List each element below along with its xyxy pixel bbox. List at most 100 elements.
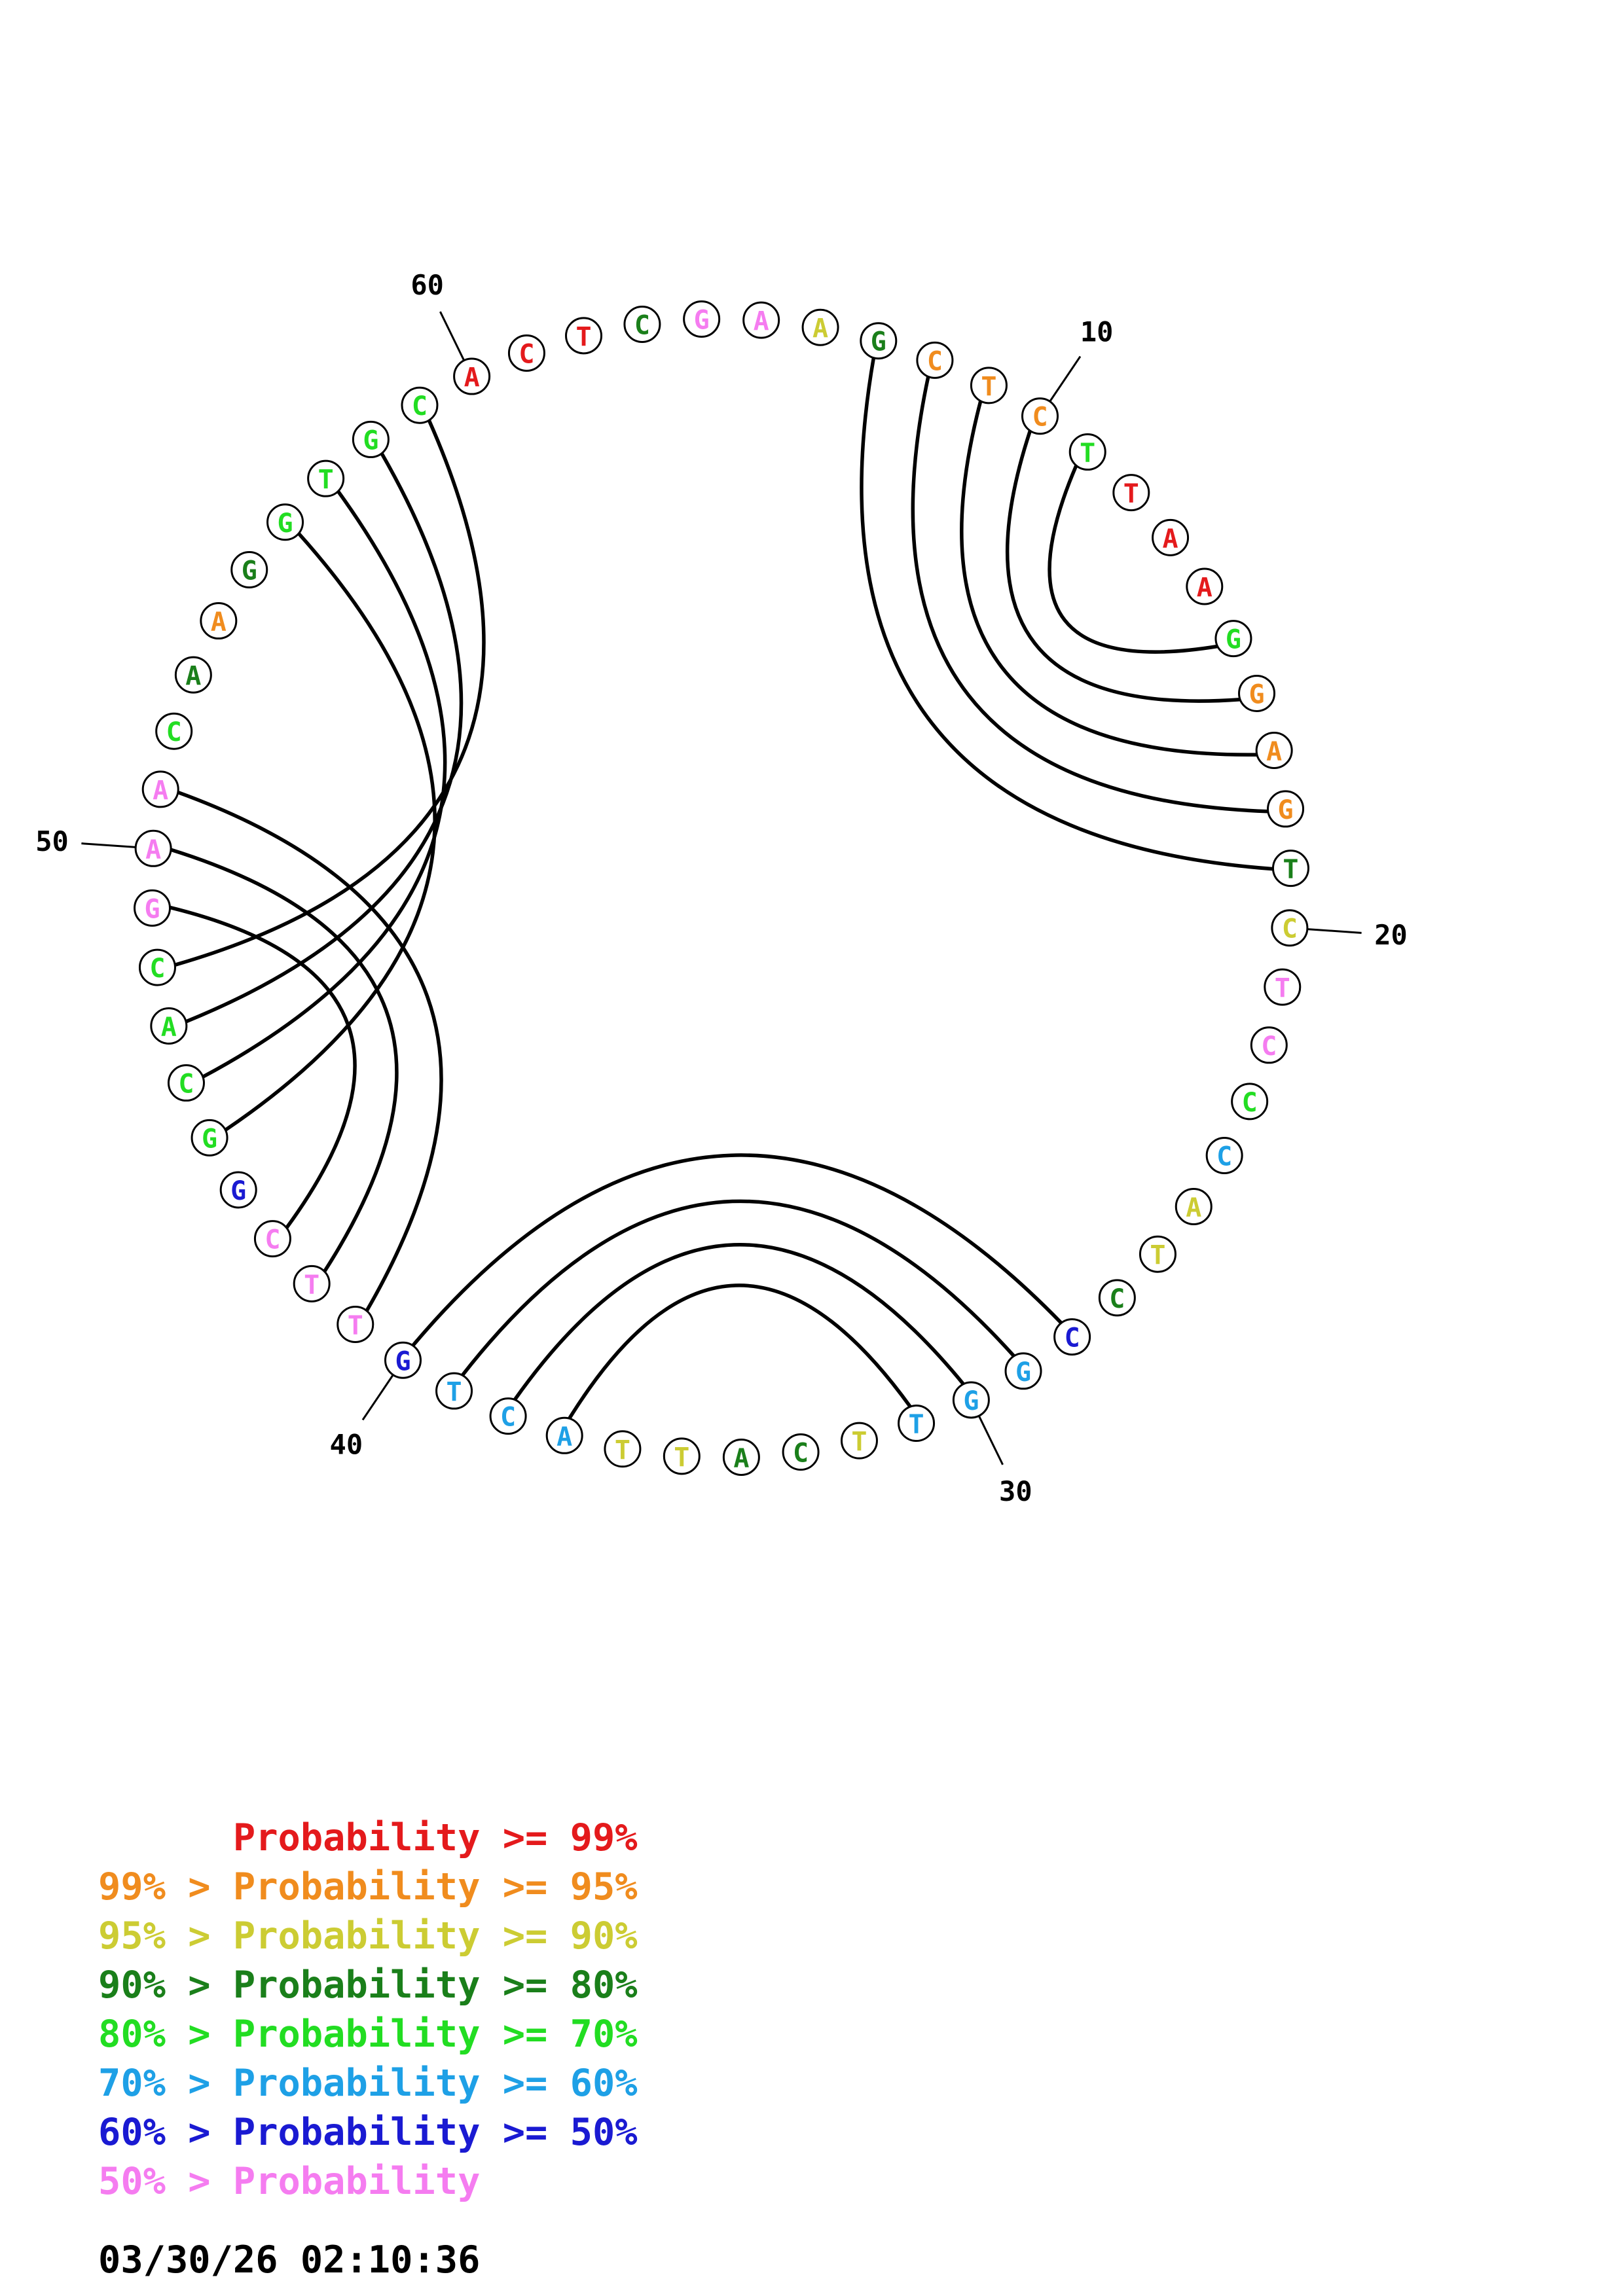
nucleotide-letter: C xyxy=(166,717,182,747)
nucleotide-10: C xyxy=(1021,397,1059,435)
nucleotide-circle xyxy=(507,334,545,372)
nucleotide-9: T xyxy=(970,367,1008,404)
nucleotide-letter: G xyxy=(1015,1357,1031,1388)
nucleotide-circle xyxy=(565,317,603,355)
nucleotide-letter: C xyxy=(149,954,165,984)
nucleotide-30: G xyxy=(952,1381,990,1419)
nucleotide-letter: A xyxy=(1163,524,1178,554)
nucleotide-57: T xyxy=(307,459,345,497)
nucleotide-letter: C xyxy=(927,346,943,376)
nucleotide-letter: C xyxy=(178,1069,194,1100)
nucleotide-letter: C xyxy=(634,310,650,340)
nucleotide-letter: A xyxy=(464,363,480,393)
legend-row-4: 90% > Probability >= 80% xyxy=(98,1964,638,2007)
nucleotide-45: G xyxy=(191,1119,228,1157)
nucleotide-17: A xyxy=(1255,732,1293,770)
nucleotide-letter: C xyxy=(793,1439,809,1469)
nucleotide-circle xyxy=(453,357,491,395)
nucleotide-letter: C xyxy=(1032,403,1048,433)
pair-arc-10-16 xyxy=(1005,430,1241,703)
nucleotide-circle xyxy=(253,1220,291,1258)
legend-row-6: 70% > Probability >= 60% xyxy=(98,2062,638,2105)
nucleotide-circle xyxy=(801,308,839,346)
nucleotide-7: G xyxy=(860,322,898,360)
tick-label-30: 30 xyxy=(999,1475,1032,1507)
nucleotide-21: T xyxy=(1264,968,1302,1006)
nucleotide-circle xyxy=(898,1405,936,1443)
pair-arc-30-38 xyxy=(513,1243,965,1401)
nucleotide-circle xyxy=(840,1422,878,1460)
pair-arc-43-49 xyxy=(169,905,357,1229)
nucleotide-24: C xyxy=(1205,1136,1243,1174)
nucleotide-circle xyxy=(1250,1026,1288,1064)
nucleotide-letter: T xyxy=(1080,439,1095,469)
nucleotide-letter: T xyxy=(615,1435,630,1465)
nucleotide-letter: G xyxy=(144,894,160,924)
nucleotide-letter: G xyxy=(871,327,886,357)
nucleotide-22: C xyxy=(1250,1026,1288,1064)
nucleotide-51: A xyxy=(141,770,179,808)
nucleotide-circle xyxy=(141,770,179,808)
nucleotide-letter: C xyxy=(264,1225,280,1255)
nucleotide-16: G xyxy=(1238,674,1276,712)
nucleotide-circle xyxy=(307,459,345,497)
timestamp: 03/30/26 02:10:36 xyxy=(98,2238,481,2282)
nucleotide-letter: T xyxy=(348,1310,363,1340)
nucleotide-circle xyxy=(1271,909,1309,947)
nucleotide-54: A xyxy=(200,602,238,640)
pair-arc-9-17 xyxy=(960,401,1258,757)
nucleotide-letter: T xyxy=(447,1377,462,1407)
nucleotide-letter: C xyxy=(1216,1141,1232,1172)
tick-label-10: 10 xyxy=(1080,316,1114,348)
nucleotide-60: A xyxy=(453,357,491,395)
tick-label-60: 60 xyxy=(410,269,444,301)
nucleotide-letter: C xyxy=(1282,914,1298,944)
nucleotide-18: G xyxy=(1267,790,1305,828)
nucleotide-letter: A xyxy=(812,314,828,344)
nucleotide-letter: A xyxy=(211,607,227,637)
position-ticks: 10 20 30 40 50 60 xyxy=(35,269,1408,1507)
nucleotide-41: T xyxy=(337,1305,374,1343)
nucleotide-circle xyxy=(435,1372,473,1410)
nucleotide-34: A xyxy=(722,1438,760,1476)
nucleotide-letter: T xyxy=(1275,973,1290,1003)
nucleotide-letter: T xyxy=(1150,1240,1165,1270)
nucleotide-56: G xyxy=(266,503,304,541)
nucleotide-circle xyxy=(1139,1235,1176,1273)
nucleotide-letter: C xyxy=(1242,1088,1258,1118)
nucleotide-23: C xyxy=(1231,1083,1269,1121)
nucleotide-circle xyxy=(604,1430,642,1468)
nucleotide-letter: A xyxy=(556,1422,572,1452)
nucleotide-circle xyxy=(150,1007,188,1045)
tick-line-60 xyxy=(439,311,465,361)
nucleotide-letter: A xyxy=(153,776,168,806)
nucleotide-circle xyxy=(860,322,898,360)
nucleotide-letter: G xyxy=(1249,679,1264,709)
nucleotide-letter: A xyxy=(1186,1193,1201,1223)
nucleotide-19: T xyxy=(1271,850,1309,888)
nucleotide-circle xyxy=(742,301,780,339)
nucleotide-12: T xyxy=(1112,474,1150,512)
nucleotide-circle xyxy=(1214,620,1252,658)
nucleotide-48: C xyxy=(138,948,176,986)
nucleotide-circle xyxy=(489,1397,527,1435)
nucleotide-circle xyxy=(952,1381,990,1419)
nucleotide-letter: A xyxy=(1266,737,1282,767)
nucleotide-circle xyxy=(134,889,172,927)
nucleotide-circle xyxy=(167,1064,205,1102)
nucleotide-29: G xyxy=(1004,1352,1042,1390)
legend-row-1: Probability >= 99% xyxy=(98,1816,638,1859)
tick-line-20 xyxy=(1307,928,1362,934)
nucleotide-circle xyxy=(293,1265,331,1302)
nucleotide-letter: T xyxy=(981,372,996,402)
pair-arc-42-50 xyxy=(170,848,399,1273)
nucleotide-1: C xyxy=(507,334,545,372)
pair-arc-48-59 xyxy=(174,419,486,967)
nucleotide-letter: G xyxy=(230,1176,246,1206)
nucleotide-letter: C xyxy=(1109,1284,1125,1314)
tick-line-40 xyxy=(361,1374,394,1421)
nucleotide-circle xyxy=(219,1171,257,1209)
nucleotide-27: C xyxy=(1098,1279,1136,1317)
nucleotide-circle xyxy=(1238,674,1276,712)
